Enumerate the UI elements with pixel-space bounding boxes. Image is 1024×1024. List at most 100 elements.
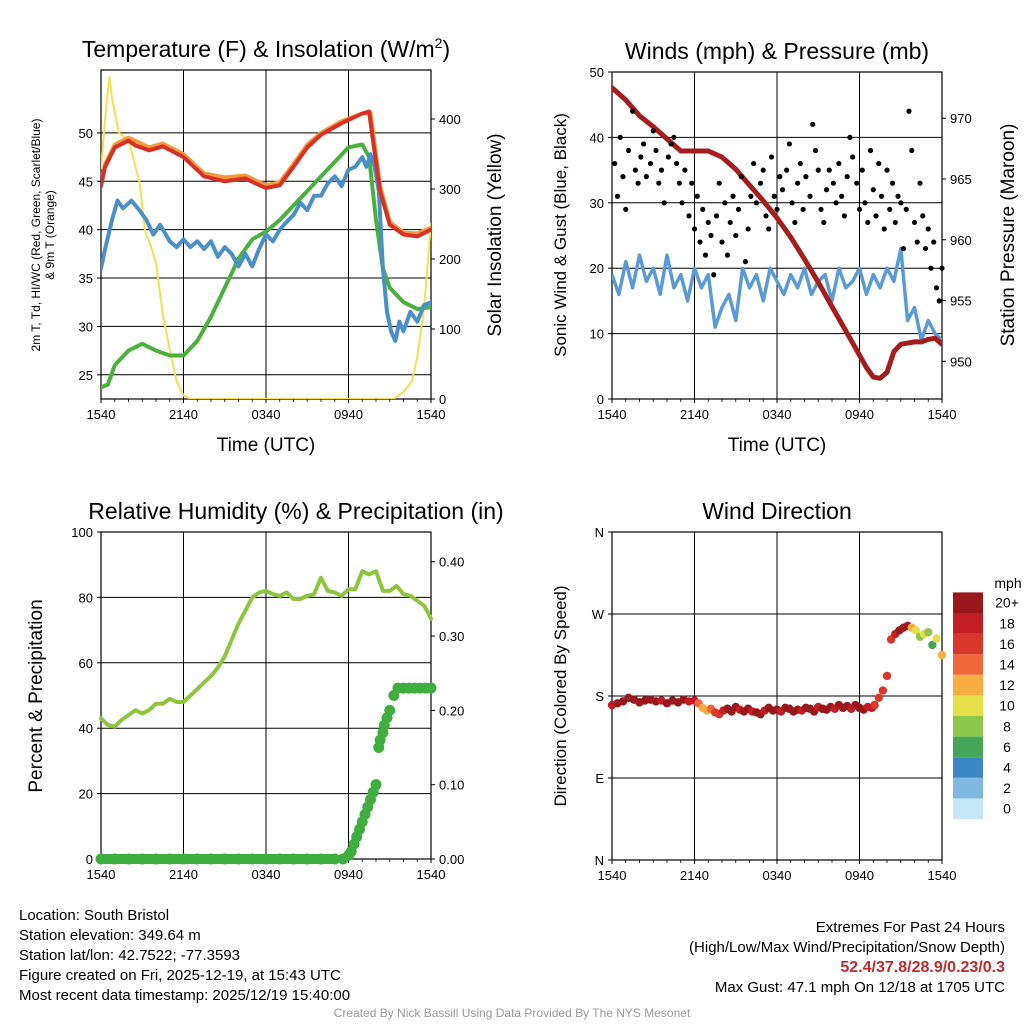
gust-point [686, 213, 692, 219]
gust-point [792, 219, 798, 226]
precip-points [95, 682, 437, 865]
temp-title-sup: 2 [435, 35, 443, 51]
max-gust: Max Gust: 47.1 mph On 12/18 at 1705 UTC [714, 979, 1005, 996]
gust-point [623, 206, 629, 212]
gust-points [612, 108, 945, 304]
temp-grid: 1540 2140 0340 0940 1540 25 30 35 40 45 50 0 100 200 3… [79, 70, 461, 422]
series-line-insolation [101, 76, 431, 399]
gust-point [873, 213, 879, 219]
gust-point [818, 206, 824, 212]
gust-point [771, 193, 777, 199]
gust-point [751, 160, 757, 167]
gust-point [895, 193, 901, 199]
rh-ytick-label: 0 [86, 852, 93, 867]
gust-point [650, 128, 656, 134]
precip-point [95, 853, 107, 865]
wdir-ylabel: Direction (Colored By Speed) [551, 585, 570, 806]
legend-swatch [953, 695, 983, 716]
legend-swatch [953, 654, 983, 675]
gust-point [748, 193, 754, 199]
gust-point [939, 265, 945, 271]
gust-point [722, 200, 728, 206]
wdir-ytick-label: W [592, 607, 605, 622]
wind-ytick-label: 50 [590, 65, 604, 80]
direction-point [924, 628, 933, 637]
temp-ytick-right-label: 0 [439, 392, 446, 407]
gust-point [784, 167, 790, 173]
gust-point [867, 147, 874, 154]
gust-point [862, 200, 868, 206]
gust-point [865, 219, 871, 226]
legend-label: 18 [999, 615, 1015, 631]
gust-point [705, 219, 711, 226]
direction-point [911, 626, 921, 635]
gust-point [625, 147, 632, 154]
gust-point [641, 141, 647, 147]
wind-ytick-label: 20 [590, 261, 604, 276]
gust-point [847, 134, 853, 140]
rh-ytick-right-label: 0.00 [439, 852, 464, 867]
precip-point [205, 853, 217, 865]
wdir-xtick-label: 2140 [680, 868, 709, 883]
series-line-pressure [612, 85, 942, 381]
gust-point [810, 121, 816, 127]
credit-line: Created By Nick Bassill Using Data Provi… [333, 1006, 691, 1020]
gust-point [906, 108, 912, 114]
legend-title: mph [994, 575, 1021, 591]
precip-point [260, 853, 272, 865]
legend-swatch [953, 613, 983, 634]
precip-point [150, 853, 162, 865]
gust-point [903, 206, 909, 212]
extremes-values: 52.4/37.8/28.9/0.23/0.3 [840, 959, 1005, 976]
direction-point [878, 686, 888, 695]
rh-xtick-label: 0940 [334, 867, 363, 882]
gust-point [914, 239, 920, 245]
temp-xtick-label: 2140 [169, 407, 198, 422]
gust-point [658, 167, 665, 173]
gust-point [936, 298, 942, 304]
gust-point [898, 200, 904, 206]
legend-label: 2 [1003, 780, 1011, 796]
gust-point [884, 167, 890, 173]
gust-point [812, 147, 819, 154]
recent-timestamp: Most recent data timestamp: 2025/12/19 1… [19, 987, 351, 1004]
gust-point [630, 108, 636, 114]
gust-point [635, 180, 641, 186]
gust-point [931, 239, 937, 245]
direction-points [607, 621, 947, 719]
rh-ytick-label: 80 [79, 590, 93, 605]
gust-point [679, 200, 685, 206]
precip-point [329, 853, 341, 865]
rh-xtick-label: 1540 [87, 867, 116, 882]
gust-point [833, 200, 839, 206]
speed-legend: mph 0 2 4 6 8 10 12 14 16 18 20+ [953, 575, 1022, 819]
gust-point [844, 174, 850, 180]
gust-point [682, 167, 688, 173]
station-location: Location: South Bristol [19, 907, 170, 924]
station-latlon: Station lat/lon: 42.7522; -77.3593 [19, 947, 241, 964]
legend-swatch [953, 716, 983, 737]
gust-point [881, 226, 887, 232]
wdir-ytick-label: N [595, 853, 604, 868]
gust-point [738, 174, 744, 180]
legend-label: 0 [1003, 801, 1011, 817]
rh-ytick-right-label: 0.10 [439, 778, 464, 793]
gust-point [763, 213, 769, 219]
direction-point [870, 700, 879, 710]
gust-point [807, 193, 813, 199]
gust-point [614, 193, 621, 199]
legend-swatch [953, 777, 983, 799]
gust-point [836, 160, 842, 167]
wind-ytick-label: 30 [590, 196, 604, 211]
temp-ytick-label: 35 [79, 271, 93, 286]
precip-point [425, 682, 437, 694]
precip-point [191, 853, 203, 865]
precip-point [136, 853, 148, 865]
precip-point [109, 853, 121, 865]
wind-ytick-right-label: 960 [950, 233, 972, 248]
gust-point [676, 180, 682, 186]
temp-xtick-label: 1540 [417, 407, 446, 422]
wind-xtick-label: 1540 [928, 407, 957, 422]
gust-point [753, 200, 759, 206]
